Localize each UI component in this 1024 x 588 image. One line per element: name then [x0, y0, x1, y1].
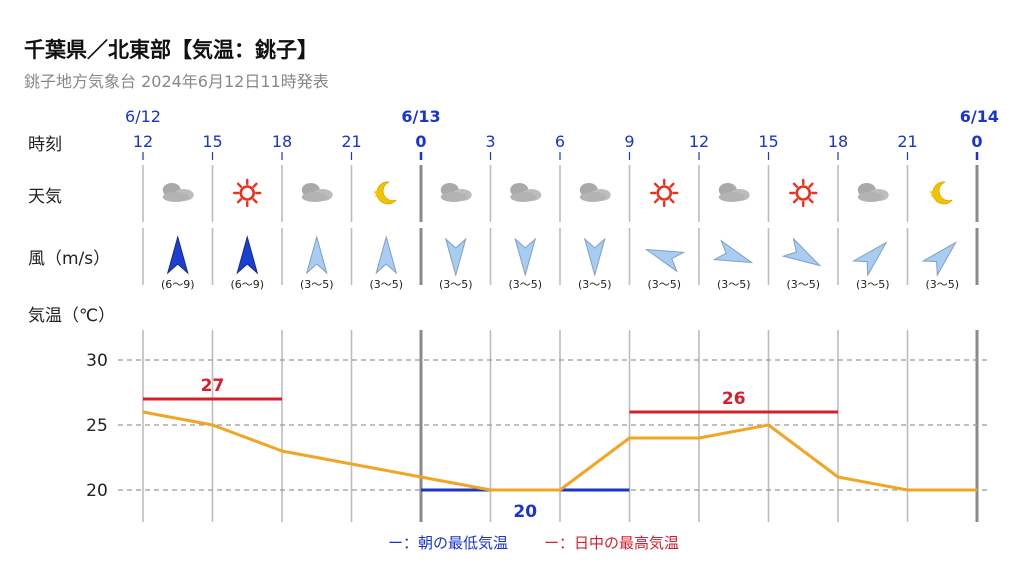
temp-point: [351, 463, 352, 465]
wind-speed-label: (3～5): [369, 278, 403, 291]
cloud-icon: [162, 183, 194, 202]
cloud-icon: [857, 183, 889, 202]
hour-label: 12: [689, 132, 709, 151]
wind-speed-label: (3～5): [717, 278, 751, 291]
max-bar-label: 26: [722, 389, 746, 409]
wind-arrow-icon: [583, 237, 606, 277]
wind-arrow-icon: [712, 239, 754, 264]
legend: ー：朝の最低気温 ー：日中の最高気温: [388, 532, 679, 553]
wind-speed-label: (3～5): [786, 278, 820, 291]
sun-icon: [650, 178, 679, 208]
temp-point: [142, 411, 144, 413]
wind-arrow-icon: [781, 237, 822, 267]
hour-label: 15: [202, 132, 222, 151]
cloud-icon: [579, 183, 611, 202]
hour-label: 3: [485, 132, 495, 151]
hour-label: 6: [555, 132, 565, 151]
max-bar-label: 27: [201, 376, 225, 396]
temp-point: [281, 450, 283, 452]
wind-arrow-icon: [305, 235, 328, 275]
wind-speed-label: (3～5): [856, 278, 890, 291]
temp-point: [698, 437, 700, 439]
wind-arrow-icon: [644, 248, 686, 273]
wind-arrows: (6～9) (6～9) (3～5) (3～5) (3～5) (3～5) (3～5) (3～5)…: [161, 235, 959, 291]
legend-min: ー：朝の最低気温: [388, 534, 509, 552]
sun-icon: [789, 178, 818, 208]
hour-label: 12: [133, 132, 153, 151]
y-tick-label: 25: [86, 416, 108, 436]
hour-label: 9: [624, 132, 634, 151]
temp-series: 27 26 20: [142, 376, 978, 522]
wind-arrow-icon: [921, 241, 958, 277]
wind-arrow-icon: [166, 235, 189, 275]
wind-speed-label: (6～9): [161, 278, 195, 291]
column-lines: [142, 165, 979, 522]
sun-icon: [233, 178, 262, 208]
row-label-time: 時刻: [28, 135, 62, 155]
cloud-icon: [440, 183, 472, 202]
wind-arrow-icon: [444, 237, 467, 277]
temp-point: [976, 489, 978, 491]
temp-point: [629, 437, 630, 439]
hour-label: 0: [415, 132, 426, 151]
wind-arrow-icon: [851, 241, 888, 277]
weather-icons: [162, 178, 953, 208]
y-tick-label: 30: [86, 351, 108, 371]
temp-point: [559, 489, 561, 491]
wind-speed-label: (3～5): [508, 278, 542, 291]
wind-arrow-icon: [514, 237, 537, 277]
hour-label: 15: [758, 132, 778, 151]
hour-label: 18: [828, 132, 848, 151]
cloud-icon: [718, 183, 750, 202]
hour-label: 21: [341, 132, 361, 151]
legend-max: ー：日中の最高気温: [544, 534, 680, 552]
y-tick-label: 20: [86, 481, 108, 501]
wind-speed-label: (3～5): [439, 278, 473, 291]
page-title: 千葉県／北東部【気温：銚子】: [24, 38, 318, 62]
wind-speed-label: (3～5): [647, 278, 681, 291]
cloud-icon: [510, 183, 542, 202]
moon-icon: [373, 181, 397, 205]
temp-point: [212, 424, 213, 426]
temp-point: [907, 489, 908, 491]
hour-label: 18: [272, 132, 292, 151]
date-label: 6/14: [960, 107, 999, 126]
page-subtitle: 銚子地方気象台 2024年6月12日11時発表: [24, 72, 329, 91]
wind-speed-label: (3～5): [300, 278, 334, 291]
row-label-weather: 天気: [28, 187, 62, 207]
wind-speed-label: (3～5): [578, 278, 612, 291]
hour-label: 21: [897, 132, 917, 151]
row-label-wind: 風（m/s）: [28, 249, 110, 269]
wind-arrow-icon: [236, 235, 259, 275]
wind-arrow-icon: [375, 235, 398, 275]
date-label: 6/13: [401, 107, 440, 126]
date-labels: 6/12 6/13 6/14: [125, 107, 999, 126]
cloud-icon: [301, 183, 333, 202]
temp-point: [768, 424, 769, 426]
moon-icon: [929, 181, 953, 205]
hour-labels: 12 15 18 21 0 3 6 9 12 15 18 21 0: [133, 132, 983, 160]
hour-label: 0: [971, 132, 982, 151]
wind-speed-label: (3～5): [925, 278, 959, 291]
date-label: 6/12: [125, 107, 161, 126]
temp-grid: 20 25 30: [86, 351, 990, 501]
min-bar-label: 20: [513, 502, 537, 522]
row-label-temp: 気温（℃）: [28, 306, 115, 326]
temp-point: [837, 476, 839, 478]
temp-point: [490, 489, 491, 491]
temp-point: [420, 476, 422, 478]
wind-speed-label: (6～9): [230, 278, 264, 291]
